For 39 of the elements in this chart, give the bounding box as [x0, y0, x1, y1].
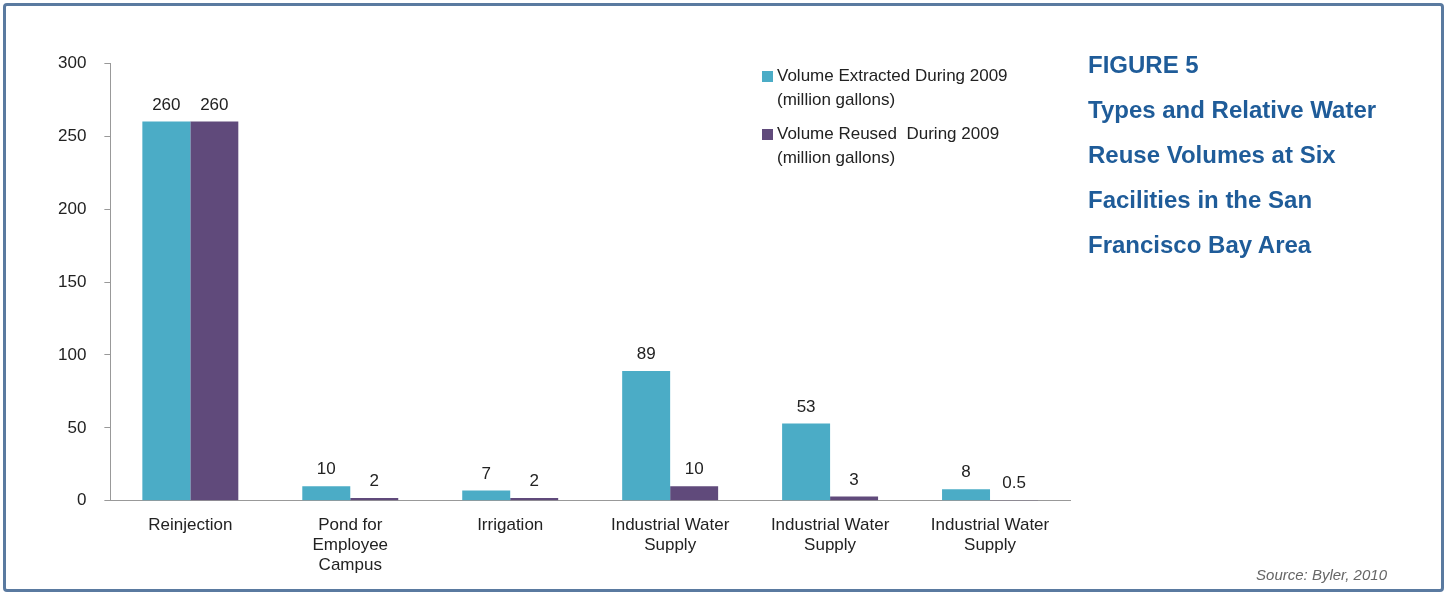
x-tick-label: Reinjection: [148, 514, 233, 534]
data-label: 0.5: [1002, 473, 1026, 493]
data-label: 89: [636, 344, 656, 364]
y-tick-label: 0: [76, 490, 87, 510]
bar: [142, 121, 191, 501]
bar: [462, 490, 511, 501]
y-tick-label: 200: [57, 198, 87, 218]
legend-label: Volume Reused During 2009 (million gallons): [777, 123, 1001, 169]
y-tick-label: 300: [57, 52, 87, 72]
bar: [670, 486, 719, 501]
data-label: 10: [684, 459, 704, 479]
legend-label: Volume Extracted During 2009 (million gallons): [777, 65, 1009, 111]
x-tick-label: Irrigation: [477, 514, 544, 534]
source-note: Source: Byler, 2010: [1256, 566, 1387, 583]
y-tick-label: 50: [67, 417, 87, 437]
data-label: 3: [849, 469, 859, 489]
data-label: 2: [369, 471, 379, 491]
text: FIGURE 5: [1088, 50, 1200, 80]
bar: [942, 489, 991, 501]
data-label: 8: [961, 462, 971, 482]
y-tick-label: 250: [57, 125, 87, 145]
y-tick-label: 100: [57, 344, 87, 364]
bar: [782, 423, 831, 501]
data-label: 10: [316, 459, 336, 479]
x-tick-label: Pond for Employee Campus: [312, 514, 389, 575]
bar: [830, 496, 879, 501]
x-tick-label: Industrial Water Supply: [610, 514, 730, 555]
bar: [190, 121, 239, 501]
data-label: 2: [529, 471, 539, 491]
data-label: 260: [200, 94, 229, 114]
bar: [302, 486, 351, 501]
text: Types and Relative Water Reuse Volumes at Six Facilities in the San Francisco Bay Area: [1088, 95, 1378, 260]
bar: [622, 370, 671, 501]
x-tick-label: Industrial Water Supply: [770, 514, 890, 555]
x-tick-label: Industrial Water Supply: [930, 514, 1050, 555]
data-label: 260: [152, 94, 181, 114]
y-tick-label: 150: [57, 271, 87, 291]
data-label: 7: [481, 463, 491, 483]
data-label: 53: [796, 396, 816, 416]
